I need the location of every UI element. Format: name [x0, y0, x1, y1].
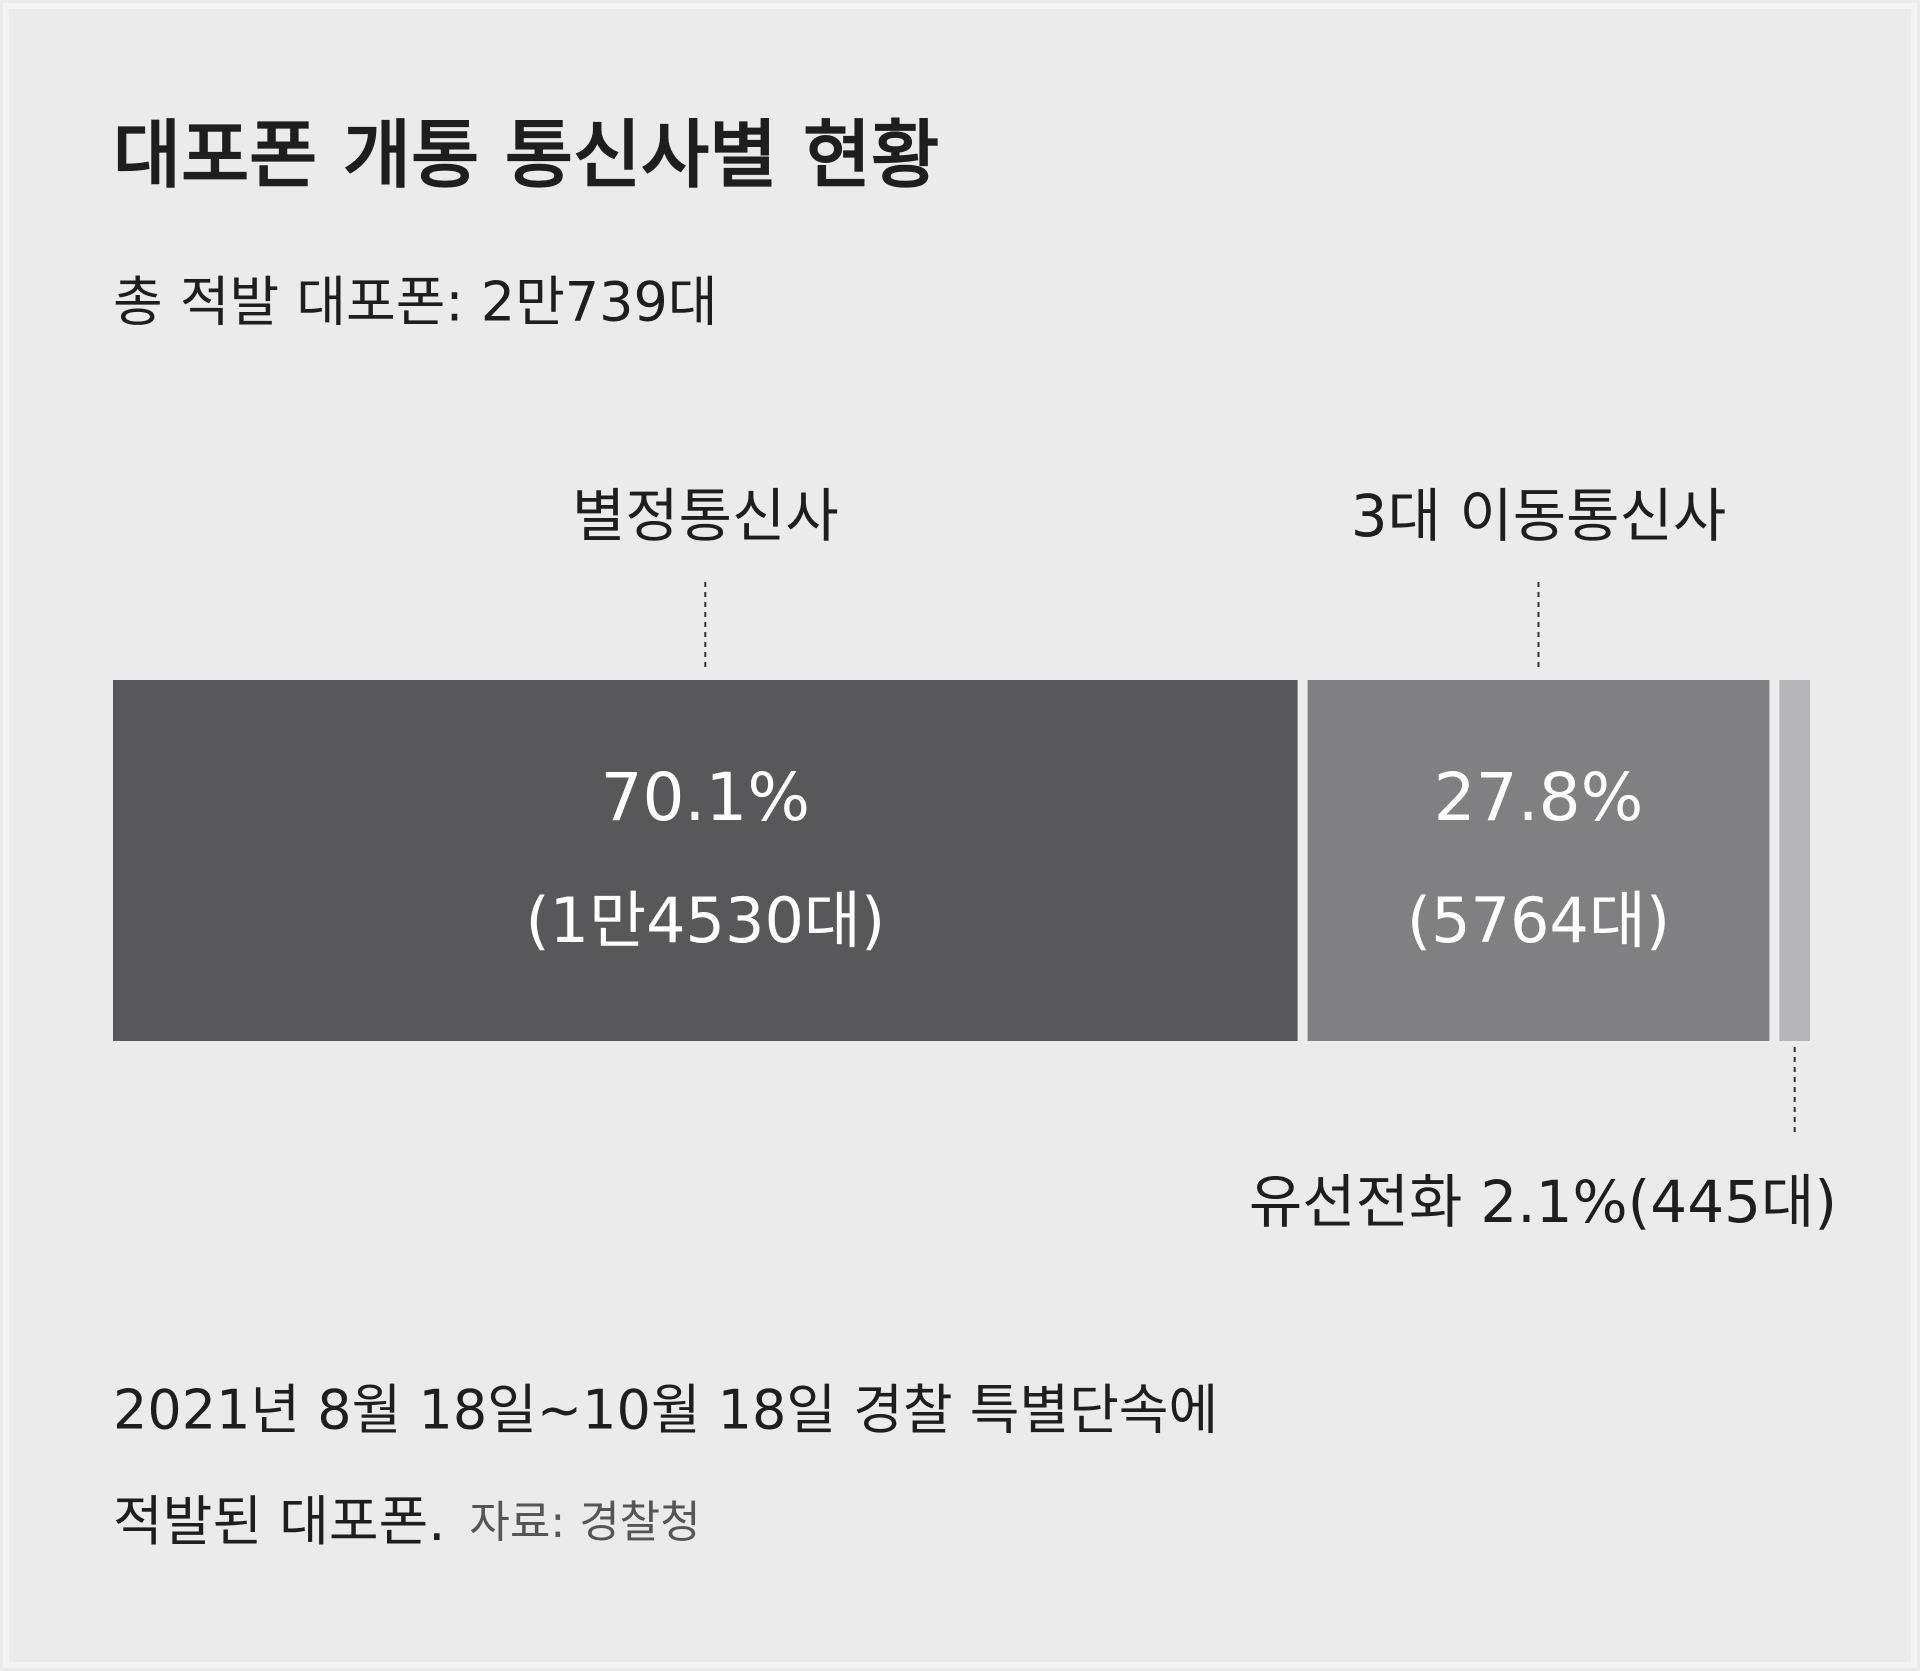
bar-segment	[1779, 680, 1810, 1041]
source: 자료: 경찰청	[469, 1497, 700, 1548]
note-line: 적발된 대포폰.	[113, 1490, 445, 1553]
count-label: (1만4530대)	[525, 884, 885, 957]
bar-segment	[113, 680, 1298, 1041]
series-label: 유선전화 2.1%(445대)	[1249, 1168, 1837, 1236]
series-label: 3대 이동통신사	[1351, 482, 1727, 550]
chart-title: 대포폰 개통 통신사별 현황	[113, 113, 939, 199]
series-label: 별정통신사	[572, 482, 839, 550]
series-name: 유선전화	[1249, 1168, 1462, 1236]
chart-subtitle: 총 적발 대포폰: 2만739대	[113, 271, 718, 334]
value-label: 70.1%	[600, 759, 810, 836]
count-label: (5764대)	[1407, 884, 1670, 957]
count-label: (445대)	[1628, 1168, 1837, 1236]
note-line: 2021년 8월 18일~10월 18일 경찰 특별단속에	[113, 1379, 1218, 1442]
note-source-line: 적발된 대포폰. 자료: 경찰청	[113, 1490, 701, 1553]
value-label: 27.8%	[1434, 759, 1644, 836]
frame	[3, 3, 1917, 1668]
value-label: 2.1%	[1480, 1168, 1627, 1236]
bar-segment	[1307, 680, 1770, 1041]
